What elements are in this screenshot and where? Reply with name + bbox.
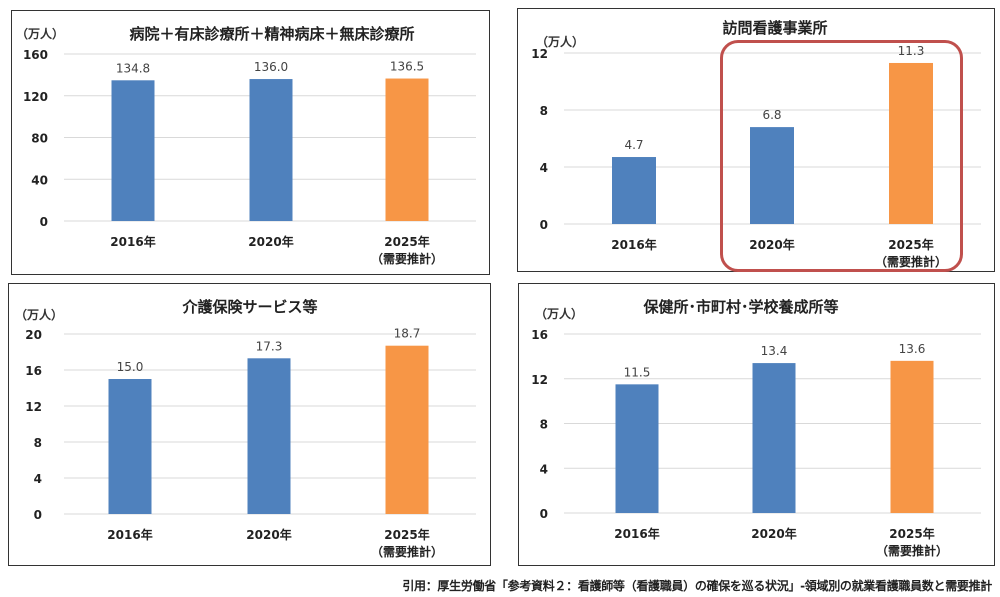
chart-panel-public-health: 保健所･市町村･学校養成所等 （万人） 0 4 8 12 16 11.5 2016年 13.4 20… [518,283,995,566]
data-label: 11.5 [624,365,651,379]
bar-2016 [108,379,152,514]
data-label: 136.5 [390,60,424,74]
x-tick-sublabel: （需要推計） [875,254,947,269]
bar-2025 [890,360,934,513]
x-tick-label: 2025年 [384,527,429,542]
bar-2016 [615,384,659,513]
bar-2016 [612,157,656,224]
x-tick-label: 2016年 [611,237,656,252]
bar-2020 [750,127,794,224]
chart-title: 保健所･市町村･学校養成所等 [642,298,838,316]
x-tick-label: 2020年 [248,234,293,249]
x-tick-label: 2025年 [889,526,934,541]
x-tick-sublabel: （需要推計） [371,251,443,266]
y-tick-label: 8 [540,104,548,118]
bar-2025 [385,345,429,514]
y-tick-label: 16 [25,364,42,378]
data-label: 18.7 [394,327,421,341]
y-tick-label: 4 [540,161,548,175]
y-axis-unit: （万人） [535,306,583,321]
bar-2020 [752,363,796,513]
y-axis-unit: （万人） [536,34,584,49]
chart-svg: 訪問看護事業所 （万人） 0 4 8 12 4.7 2016年 6.8 2020年 11.3 2025… [531,19,981,269]
y-tick-label: 4 [540,462,548,476]
data-label: 134.8 [116,61,150,75]
bar-2020 [247,358,291,514]
x-tick-sublabel: （需要推計） [371,544,443,559]
x-tick-label: 2025年 [384,234,429,249]
data-label: 11.3 [898,44,925,58]
x-tick-label: 2020年 [246,527,291,542]
data-label: 15.0 [117,360,144,374]
chart-panel-home-nursing: 訪問看護事業所 （万人） 0 4 8 12 4.7 2016年 6.8 2020年 11.3 2025… [517,8,995,272]
bar-2025 [385,78,429,221]
data-label: 13.4 [761,344,788,358]
y-tick-label: 80 [31,132,48,146]
y-tick-label: 40 [31,173,48,187]
chart-title: 介護保険サービス等 [181,298,317,316]
chart-panel-hospitals: 病院＋有床診療所＋精神病床＋無床診療所 （万人） 0 40 80 120 160 134.8 2… [11,10,490,275]
bar-2025 [889,62,933,224]
citation: 引用：厚生労働省「参考資料２：看護師等（看護職員）の確保を巡る状況」-領域別の就… [402,579,992,593]
x-tick-label: 2020年 [749,237,794,252]
bar-2016 [111,80,155,222]
y-tick-label: 0 [34,508,42,522]
x-tick-label: 2020年 [751,526,796,541]
y-axis-unit: （万人） [15,307,63,322]
data-label: 6.8 [762,108,781,122]
bar-2020 [249,79,293,221]
chart-svg: 保健所･市町村･学校養成所等 （万人） 0 4 8 12 16 11.5 2016年 13.4 20… [531,298,981,558]
data-label: 4.7 [624,138,643,152]
y-tick-label: 20 [25,328,42,342]
data-label: 136.0 [254,60,288,74]
y-tick-label: 120 [23,90,48,104]
data-label: 17.3 [256,339,283,353]
chart-panel-care-insurance: 介護保険サービス等 （万人） 0 4 8 12 16 20 15.0 2016年 17.3 2020年… [8,283,491,566]
y-tick-label: 16 [531,328,548,342]
chart-title: 訪問看護事業所 [722,19,827,37]
data-label: 13.6 [899,342,926,356]
chart-svg: 病院＋有床診療所＋精神病床＋無床診療所 （万人） 0 40 80 120 160 134.8 2… [16,25,476,266]
x-tick-sublabel: （需要推計） [876,543,948,558]
y-tick-label: 12 [531,47,548,61]
y-tick-label: 12 [531,373,548,387]
x-tick-label: 2016年 [614,526,659,541]
x-tick-label: 2025年 [888,237,933,252]
y-tick-label: 0 [540,507,548,521]
chart-svg: 介護保険サービス等 （万人） 0 4 8 12 16 20 15.0 2016年 17.3 2020年… [15,298,476,559]
x-tick-label: 2016年 [110,234,155,249]
y-tick-label: 8 [540,418,548,432]
y-tick-label: 4 [34,472,42,486]
y-tick-label: 0 [540,218,548,232]
y-tick-label: 8 [34,436,42,450]
y-tick-label: 12 [25,400,42,414]
x-tick-label: 2016年 [107,527,152,542]
y-axis-unit: （万人） [16,26,64,41]
y-tick-label: 160 [23,48,48,62]
chart-title: 病院＋有床診療所＋精神病床＋無床診療所 [129,25,414,43]
y-tick-label: 0 [40,215,48,229]
